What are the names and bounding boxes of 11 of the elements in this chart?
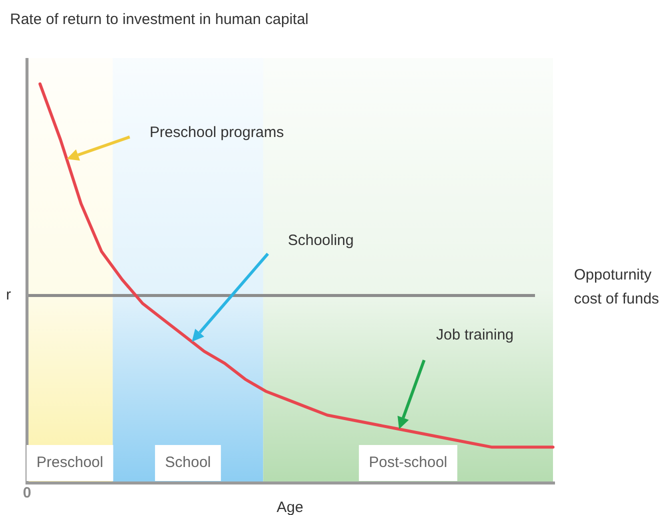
annotation: Schooling [288,232,354,249]
annotation: School [165,454,211,472]
ref-line-label: r [6,286,11,304]
text: Oppoturnity cost of funds [574,266,660,308]
annotation: Preschool programs [150,124,284,142]
annotation: Job training [436,326,514,344]
annotation: Post-school [368,454,448,472]
text: 0 [22,484,32,502]
y-axis-title: Rate of return to investment in human capital [10,11,308,28]
x-axis-title: Age [276,499,304,515]
annotation: Preschool [36,454,104,472]
